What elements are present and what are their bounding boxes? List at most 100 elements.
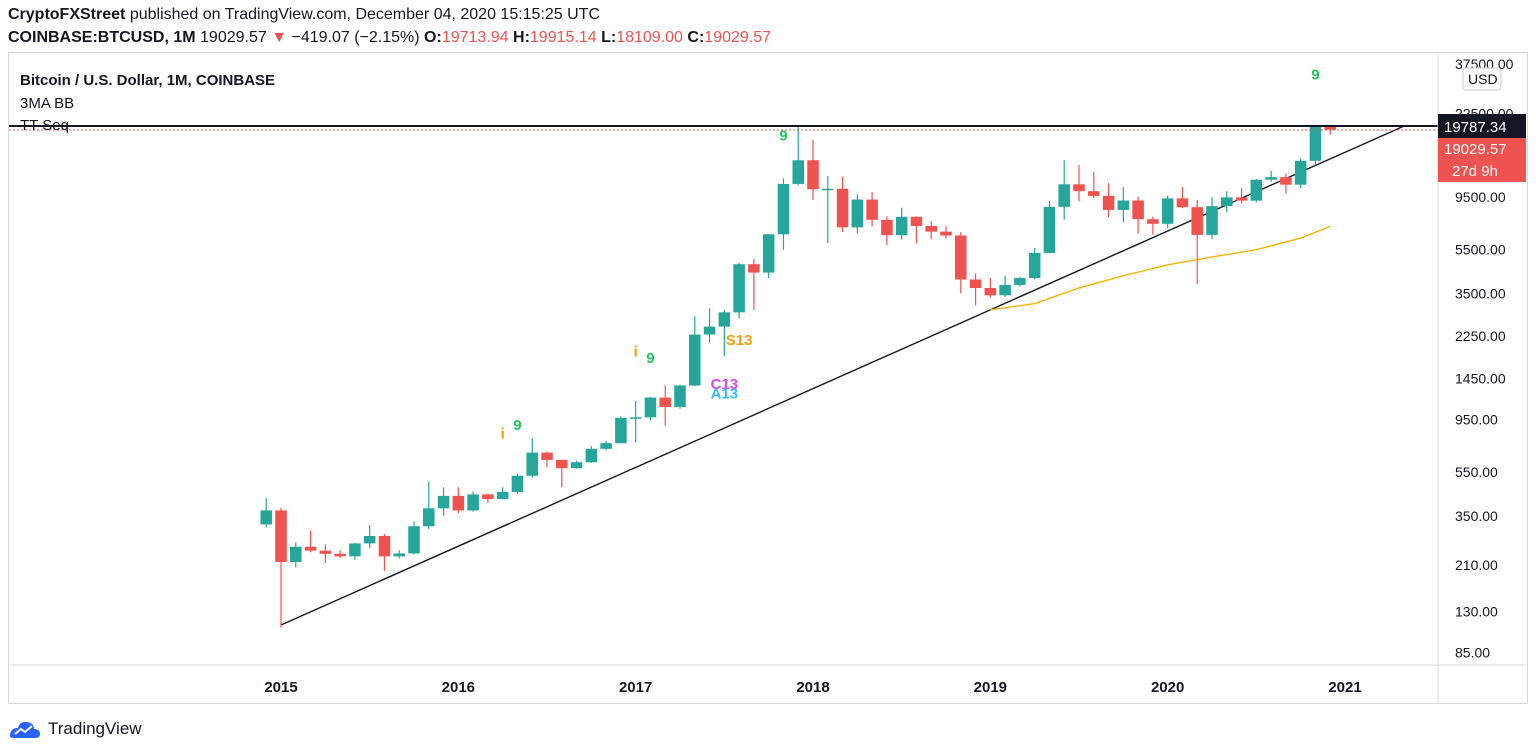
candle <box>1073 165 1085 202</box>
candle <box>290 542 302 568</box>
candle-body <box>511 475 524 492</box>
candle <box>600 440 612 451</box>
chart-title[interactable]: Bitcoin / U.S. Dollar, 1M, COINBASE <box>20 72 275 89</box>
sequence-label: C13 <box>711 376 739 393</box>
candle-body <box>1294 160 1307 185</box>
currency-button[interactable] <box>1462 67 1502 91</box>
candle-body <box>304 546 317 551</box>
y-tick-label: 350.00 <box>1455 508 1498 524</box>
y-tick-label: 2250.00 <box>1455 328 1506 344</box>
candle-body <box>556 459 568 469</box>
candle <box>748 258 760 310</box>
y-tick-label: 3500.00 <box>1455 285 1506 301</box>
publish-line: CryptoFXStreet published on TradingView.… <box>8 6 600 24</box>
candle <box>1088 171 1100 198</box>
candle <box>363 525 376 549</box>
sequence-label: 9 <box>646 350 654 367</box>
candle-body <box>260 510 272 525</box>
candle-body <box>349 543 361 557</box>
symbol-line: COINBASE:BTCUSD, 1M 19029.57 ▼ −419.07 (… <box>8 29 771 47</box>
candle <box>1014 276 1026 287</box>
candle <box>482 493 494 503</box>
candle <box>910 216 923 244</box>
countdown-badge <box>1438 160 1526 182</box>
candle <box>452 487 465 514</box>
published-text: published on TradingView.com, December 0… <box>129 6 601 23</box>
publisher-name[interactable]: CryptoFXStreet <box>8 6 126 23</box>
sequence-label: 9 <box>513 417 521 434</box>
candle-body <box>910 216 923 226</box>
candle <box>629 400 642 443</box>
candle-body <box>363 535 376 544</box>
candle <box>393 550 405 559</box>
candle-body <box>334 553 346 557</box>
chart-panel[interactable] <box>8 52 1528 704</box>
tradingview-brand[interactable]: TradingView <box>8 716 142 742</box>
y-tick-label: 1450.00 <box>1455 370 1506 386</box>
down-arrow-icon: ▼ <box>271 29 288 46</box>
candle-body <box>408 526 420 554</box>
last-price-badge <box>1438 138 1526 160</box>
high-label: H: <box>513 29 530 46</box>
countdown-badge-text: 27d 9h <box>1452 163 1498 180</box>
x-tick-label: 2019 <box>974 679 1007 696</box>
candle-body <box>836 188 849 228</box>
candle <box>304 530 317 553</box>
candle <box>644 396 657 421</box>
candle-body <box>1014 278 1026 285</box>
indicator-bb[interactable]: 3MA BB <box>20 95 75 112</box>
close-value: 19029.57 <box>704 29 772 46</box>
candle-body <box>807 160 819 190</box>
candle <box>1161 195 1174 229</box>
chart-title-text: Bitcoin / U.S. Dollar, 1M, COINBASE <box>20 72 276 89</box>
candle-body <box>762 234 775 273</box>
candle-body <box>615 417 627 444</box>
candle <box>718 309 731 356</box>
candle <box>1102 183 1115 218</box>
candle-body <box>1176 198 1189 208</box>
candle <box>822 175 834 243</box>
candle <box>940 226 952 239</box>
last-price-badge-text: 19029.57 <box>1444 141 1507 158</box>
candle-body <box>1058 184 1070 207</box>
candle-body <box>925 225 937 232</box>
candle <box>585 446 598 463</box>
candle-body <box>1088 191 1100 196</box>
y-tick-label: 550.00 <box>1455 464 1498 480</box>
candle-body <box>999 284 1011 296</box>
candle-body <box>1280 177 1292 185</box>
candle-body <box>1028 252 1041 279</box>
candle <box>925 221 937 240</box>
candle-body <box>629 417 642 419</box>
close-label: C: <box>687 29 705 46</box>
candle-body <box>1161 198 1174 224</box>
candle-body <box>1206 206 1218 235</box>
candle <box>866 192 878 227</box>
candle-body <box>1309 126 1322 161</box>
y-tick-label: 5500.00 <box>1455 242 1506 258</box>
candle-body <box>644 397 657 418</box>
indicator-seq[interactable]: TT Seq <box>20 117 69 134</box>
candle-body <box>275 510 287 562</box>
candle <box>674 384 686 409</box>
candle-body <box>526 452 538 476</box>
candle <box>881 216 893 246</box>
candle-body <box>955 235 967 280</box>
candle-body <box>1043 206 1056 253</box>
candle <box>526 438 538 478</box>
candle-body <box>1117 200 1130 210</box>
x-tick-label: 2021 <box>1328 679 1361 696</box>
open-label: O: <box>424 29 442 46</box>
candle-body <box>1235 197 1248 201</box>
candle <box>703 308 716 343</box>
y-tick-label: 9500.00 <box>1455 189 1506 205</box>
x-tick-label: 2017 <box>619 679 652 696</box>
low-value: 18109.00 <box>616 29 683 46</box>
candle-body <box>777 183 790 235</box>
candle <box>541 451 553 467</box>
x-tick-label: 2016 <box>442 679 475 696</box>
candle <box>1309 125 1322 166</box>
candle-body <box>984 287 997 296</box>
candle-body <box>541 452 553 460</box>
